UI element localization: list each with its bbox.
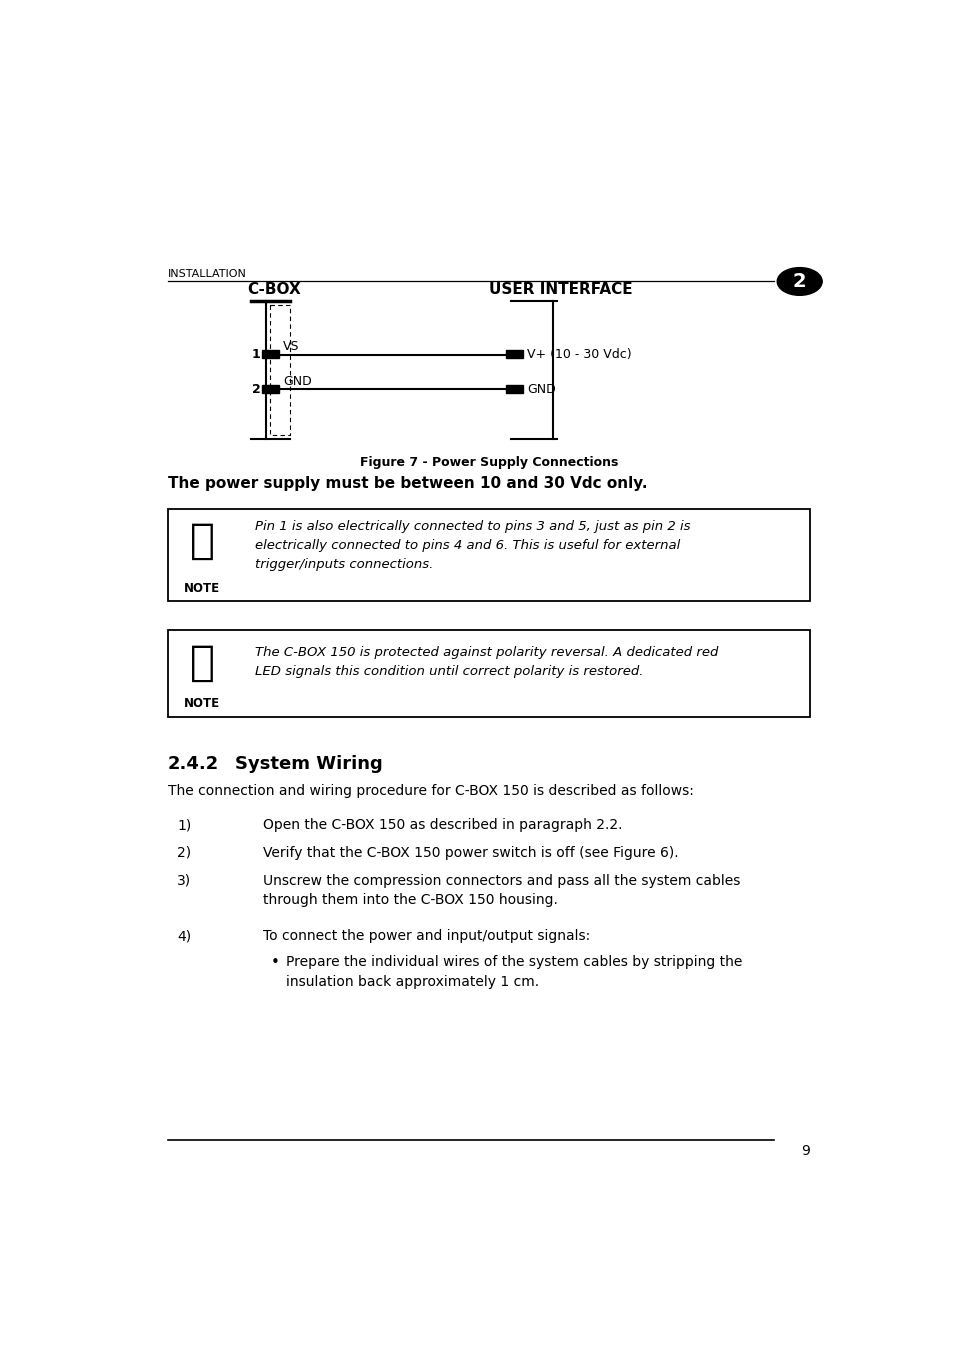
Text: GND: GND (282, 374, 312, 388)
Text: Open the C-BOX 150 as described in paragraph 2.2.: Open the C-BOX 150 as described in parag… (262, 819, 621, 832)
Text: USER INTERFACE: USER INTERFACE (489, 282, 632, 297)
Text: •: • (270, 955, 279, 970)
Bar (261, 385, 278, 393)
Text: 2: 2 (792, 272, 805, 290)
Text: INSTALLATION: INSTALLATION (168, 269, 247, 280)
Text: NOTE: NOTE (184, 697, 220, 711)
Text: Figure 7 - Power Supply Connections: Figure 7 - Power Supply Connections (359, 457, 618, 469)
Text: Pin 1 is also electrically connected to pins 3 and 5, just as pin 2 is
electrica: Pin 1 is also electrically connected to … (254, 520, 690, 571)
Text: Verify that the C-BOX 150 power switch is off (see Figure 6).: Verify that the C-BOX 150 power switch i… (262, 846, 678, 859)
Text: 3): 3) (177, 874, 192, 888)
Text: 2): 2) (177, 846, 192, 859)
Text: To connect the power and input/output signals:: To connect the power and input/output si… (262, 929, 589, 943)
Bar (261, 350, 278, 358)
Text: 9: 9 (801, 1144, 809, 1158)
Text: 2: 2 (252, 382, 260, 396)
Text: NOTE: NOTE (184, 582, 220, 594)
Text: Unscrew the compression connectors and pass all the system cables
through them i: Unscrew the compression connectors and p… (262, 874, 740, 907)
Ellipse shape (777, 267, 821, 296)
Text: VS: VS (282, 340, 299, 353)
Text: 1: 1 (252, 349, 260, 361)
Text: 👉: 👉 (190, 642, 214, 684)
Text: System Wiring: System Wiring (235, 755, 383, 773)
Text: GND: GND (526, 382, 555, 396)
Text: V+ (10 - 30 Vdc): V+ (10 - 30 Vdc) (526, 349, 631, 361)
Text: 4): 4) (177, 929, 192, 943)
Text: 1): 1) (177, 819, 192, 832)
Text: Prepare the individual wires of the system cables by stripping the
insulation ba: Prepare the individual wires of the syst… (286, 955, 741, 989)
Text: C-BOX: C-BOX (247, 282, 301, 297)
Text: The C-BOX 150 is protected against polarity reversal. A dedicated red
LED signal: The C-BOX 150 is protected against polar… (254, 646, 718, 678)
Bar (505, 385, 522, 393)
Text: 👉: 👉 (190, 520, 214, 562)
Text: The power supply must be between 10 and 30 Vdc only.: The power supply must be between 10 and … (168, 477, 647, 492)
Bar (505, 350, 522, 358)
Text: The connection and wiring procedure for C-BOX 150 is described as follows:: The connection and wiring procedure for … (168, 785, 693, 798)
Text: 2.4.2: 2.4.2 (168, 755, 219, 773)
